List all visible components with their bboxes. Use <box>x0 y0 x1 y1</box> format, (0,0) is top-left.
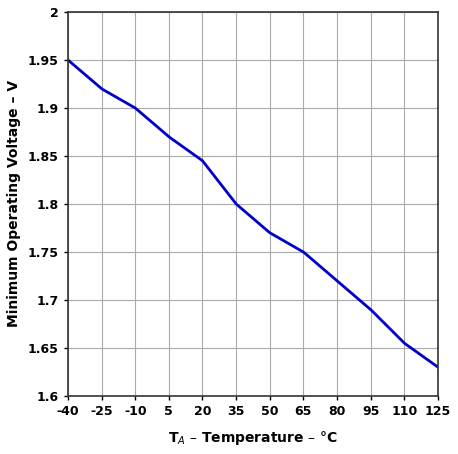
X-axis label: T$_A$ – Temperature – °C: T$_A$ – Temperature – °C <box>168 429 338 447</box>
Y-axis label: Minimum Operating Voltage – V: Minimum Operating Voltage – V <box>7 80 21 327</box>
